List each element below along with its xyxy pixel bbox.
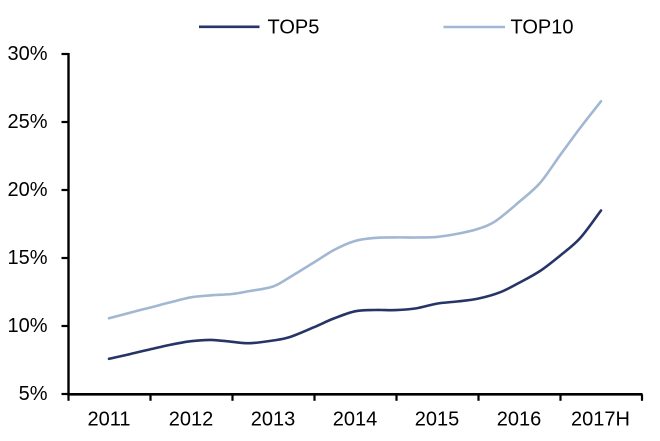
svg-text:10%: 10% (7, 315, 47, 337)
svg-text:TOP5: TOP5 (268, 17, 320, 39)
svg-text:2011: 2011 (87, 409, 130, 431)
svg-text:15%: 15% (7, 247, 47, 269)
svg-text:30%: 30% (7, 43, 47, 65)
svg-text:2013: 2013 (251, 409, 296, 431)
svg-text:25%: 25% (7, 111, 47, 133)
svg-text:2016: 2016 (497, 409, 542, 431)
svg-text:2012: 2012 (169, 409, 214, 431)
svg-text:2014: 2014 (333, 409, 378, 431)
svg-text:2017H: 2017H (571, 409, 630, 431)
svg-text:TOP10: TOP10 (511, 17, 574, 39)
svg-text:2015: 2015 (415, 409, 460, 431)
svg-text:5%: 5% (19, 383, 48, 405)
svg-text:20%: 20% (7, 179, 47, 201)
